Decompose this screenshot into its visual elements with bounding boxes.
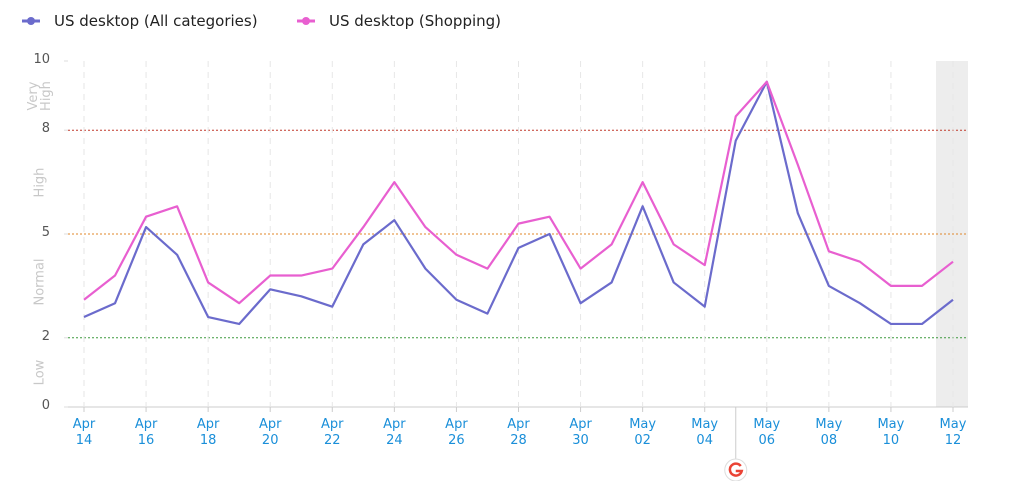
series-line <box>83 80 954 305</box>
x-tick-label: Apr 16 <box>134 417 158 448</box>
legend-item[interactable]: US desktop (All categories) <box>20 12 258 30</box>
zone-label: Normal <box>32 258 48 306</box>
legend-dot <box>302 17 310 25</box>
x-tick-label: Apr 28 <box>507 417 530 448</box>
x-tick-label: May 12 <box>939 417 967 448</box>
x-tick-label: Apr 30 <box>569 417 592 448</box>
x-tick-label: Apr 22 <box>321 417 344 448</box>
x-tick-label: Apr 24 <box>383 417 406 448</box>
x-tick-label: May 04 <box>691 417 719 448</box>
legend-item[interactable]: US desktop (Shopping) <box>295 12 501 30</box>
zone-label: Low <box>32 359 48 386</box>
x-tick-label: Apr 18 <box>196 417 220 448</box>
legend-label: US desktop (All categories) <box>54 12 258 30</box>
legend-marker <box>22 17 40 25</box>
x-tick-label: May 10 <box>877 417 905 448</box>
x-tick-label: May 02 <box>629 417 657 448</box>
x-tick-label: May 06 <box>753 417 781 448</box>
legend-label: US desktop (Shopping) <box>329 12 502 30</box>
x-tick-label: Apr 26 <box>445 417 468 448</box>
legend-dot <box>27 17 35 25</box>
y-tick-label: 10 <box>33 52 50 67</box>
x-tick-label: Apr 20 <box>258 417 282 448</box>
zone-label: Very High <box>26 80 54 111</box>
y-tick-label: 8 <box>41 121 50 137</box>
series-line <box>83 80 954 326</box>
y-tick-label: 2 <box>41 328 50 344</box>
y-tick-label: 5 <box>41 225 50 240</box>
google-icon-arc <box>728 462 744 477</box>
zone-label: High <box>32 167 48 198</box>
legend-marker <box>297 17 315 25</box>
x-tick-label: May 08 <box>815 417 843 448</box>
y-tick-label: 0 <box>41 398 50 413</box>
x-tick-label: Apr 14 <box>72 417 96 448</box>
